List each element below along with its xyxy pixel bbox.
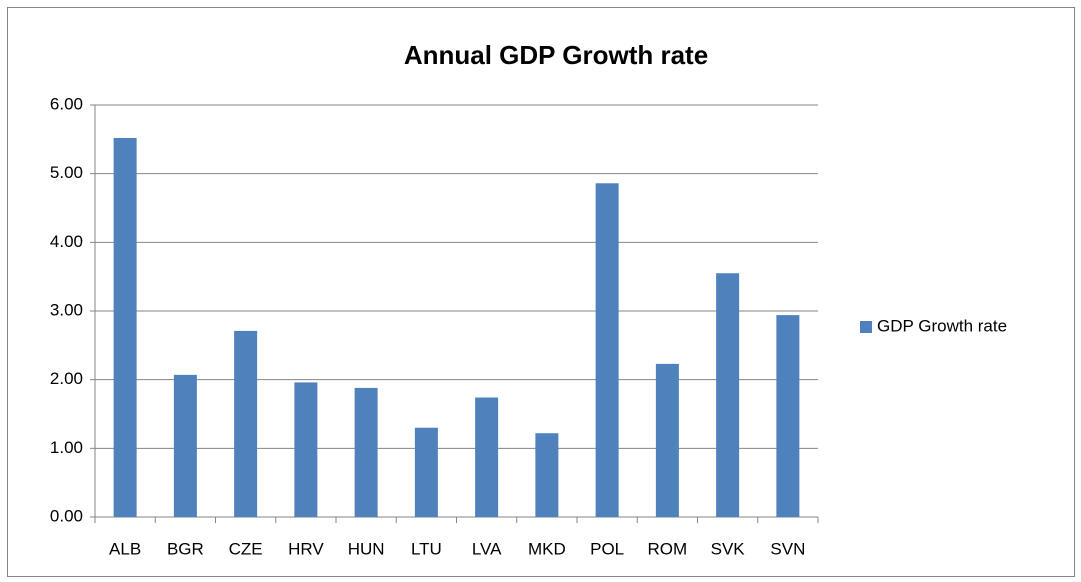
bar <box>776 315 800 517</box>
x-tick-label: ALB <box>109 539 141 558</box>
x-tick-label: CZE <box>229 539 263 558</box>
x-tick-label: HUN <box>348 539 385 558</box>
x-tick-label: LTU <box>411 539 442 558</box>
bar <box>354 387 378 517</box>
y-tick-label: 3.00 <box>50 300 83 319</box>
x-tick-label: LVA <box>472 539 502 558</box>
x-tick-label: SVK <box>711 539 746 558</box>
x-tick-label: POL <box>590 539 624 558</box>
y-tick-label: 4.00 <box>50 232 83 251</box>
bar <box>716 273 740 517</box>
bar <box>655 363 679 517</box>
y-tick-label: 2.00 <box>50 369 83 388</box>
bar <box>294 382 318 517</box>
x-tick-label: BGR <box>167 539 204 558</box>
x-tick-label: ROM <box>648 539 688 558</box>
y-tick-label: 5.00 <box>50 163 83 182</box>
legend-label: GDP Growth rate <box>877 316 1007 335</box>
bar <box>113 137 137 517</box>
x-tick-label: MKD <box>528 539 566 558</box>
y-tick-label: 6.00 <box>50 94 83 113</box>
x-tick-label: SVN <box>770 539 805 558</box>
bar <box>234 330 258 517</box>
y-tick-label: 1.00 <box>50 438 83 457</box>
bar <box>414 427 438 517</box>
bar <box>475 397 499 517</box>
bar <box>173 374 197 517</box>
bar <box>535 433 559 517</box>
chart-title: Annual GDP Growth rate <box>404 40 708 70</box>
y-tick-label: 0.00 <box>50 506 83 525</box>
x-tick-label: HRV <box>288 539 324 558</box>
legend-swatch <box>860 321 872 333</box>
bar <box>595 183 619 517</box>
